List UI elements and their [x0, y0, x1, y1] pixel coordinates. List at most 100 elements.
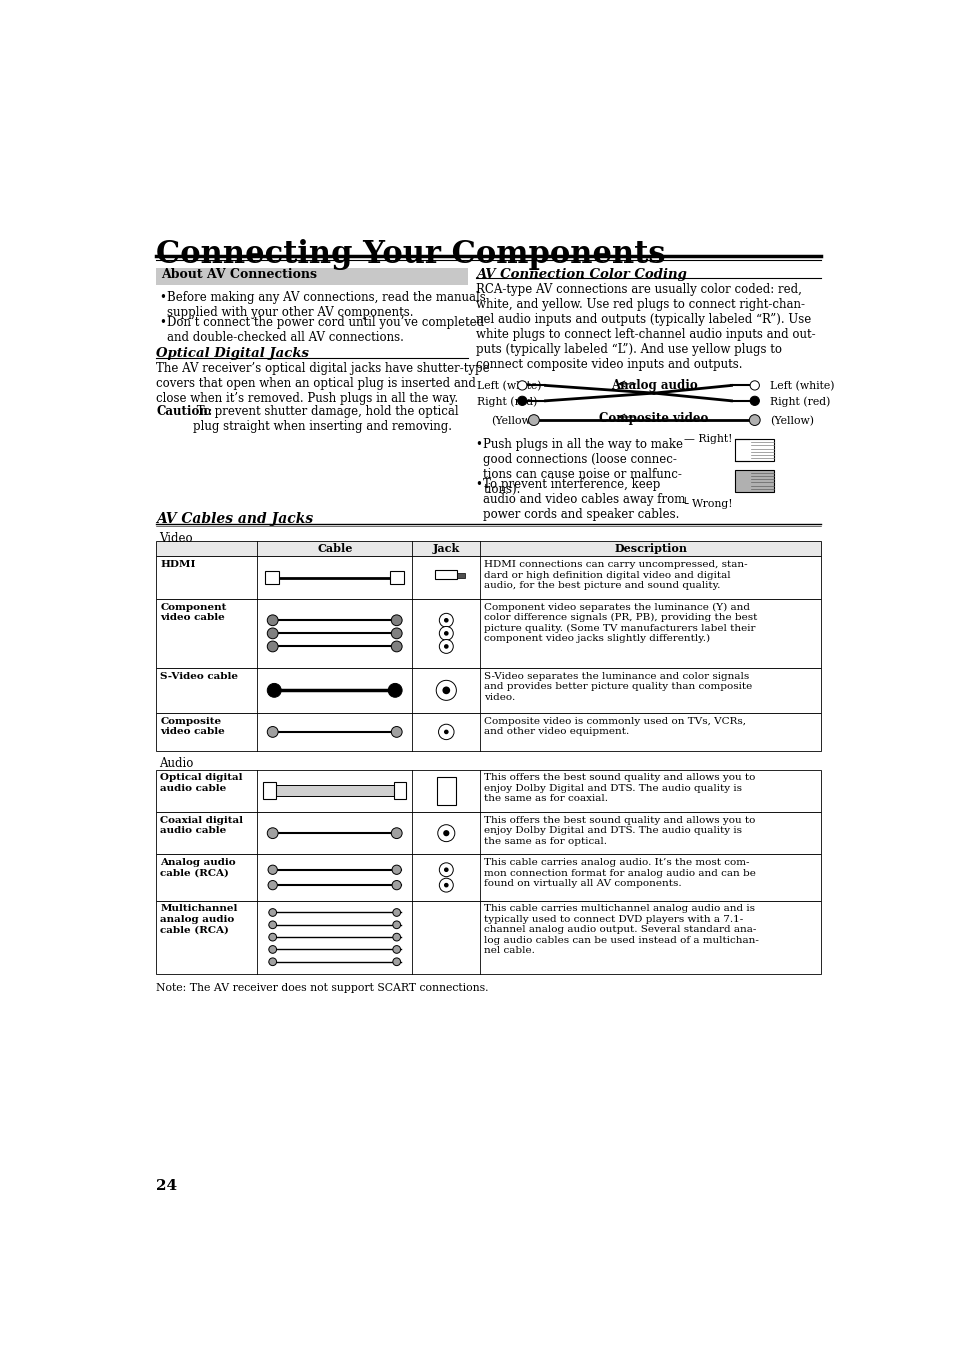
Text: Left (white): Left (white) — [769, 381, 834, 390]
Text: Push plugs in all the way to make
good connections (loose connec-
tions can caus: Push plugs in all the way to make good c… — [483, 438, 682, 496]
Text: Analog audio: Analog audio — [610, 380, 697, 392]
Text: Caution:: Caution: — [156, 405, 213, 417]
Bar — [156, 770, 821, 812]
Circle shape — [268, 865, 277, 874]
Circle shape — [443, 882, 448, 888]
Text: AV Cables and Jacks: AV Cables and Jacks — [156, 512, 314, 527]
Circle shape — [528, 415, 538, 426]
Text: Right (red): Right (red) — [769, 396, 830, 407]
Circle shape — [391, 828, 402, 839]
Text: About AV Connections: About AV Connections — [161, 269, 316, 281]
Circle shape — [392, 865, 401, 874]
Text: To prevent shutter damage, hold the optical
plug straight when inserting and rem: To prevent shutter damage, hold the opti… — [193, 405, 458, 432]
Text: AV Connection Color Coding: AV Connection Color Coding — [476, 267, 686, 281]
Bar — [436, 777, 456, 805]
Text: •: • — [159, 316, 166, 330]
Text: Cable: Cable — [316, 543, 352, 554]
Text: S-Video cable: S-Video cable — [160, 671, 238, 681]
Bar — [156, 540, 821, 557]
Bar — [263, 782, 275, 800]
Circle shape — [268, 881, 277, 890]
Circle shape — [391, 628, 402, 639]
Circle shape — [393, 958, 400, 966]
Bar — [435, 570, 456, 580]
Circle shape — [438, 724, 454, 739]
Bar — [156, 713, 821, 751]
Circle shape — [749, 381, 759, 390]
Text: HDMI: HDMI — [160, 561, 195, 569]
Circle shape — [748, 415, 760, 426]
Circle shape — [749, 396, 759, 405]
Bar — [735, 470, 773, 492]
Bar — [390, 570, 404, 585]
Circle shape — [439, 863, 453, 877]
Circle shape — [437, 824, 455, 842]
Text: 24: 24 — [156, 1178, 177, 1193]
Circle shape — [517, 396, 526, 405]
Circle shape — [269, 934, 276, 942]
Circle shape — [439, 613, 453, 627]
Circle shape — [391, 642, 402, 651]
Circle shape — [443, 644, 448, 648]
Text: Optical digital
audio cable: Optical digital audio cable — [160, 774, 243, 793]
Bar — [156, 598, 821, 667]
Text: To prevent interference, keep
audio and video cables away from
power cords and s: To prevent interference, keep audio and … — [483, 478, 685, 521]
Text: HDMI connections can carry uncompressed, stan-
dard or high definition digital v: HDMI connections can carry uncompressed,… — [484, 561, 747, 590]
Text: Multichannel
analog audio
cable (RCA): Multichannel analog audio cable (RCA) — [160, 904, 237, 934]
Bar — [735, 439, 773, 461]
Circle shape — [267, 828, 278, 839]
Circle shape — [393, 921, 400, 928]
Text: Connecting Your Components: Connecting Your Components — [156, 239, 665, 270]
Text: Left (white): Left (white) — [476, 381, 541, 390]
Text: Optical Digital Jacks: Optical Digital Jacks — [156, 347, 309, 359]
Text: •: • — [476, 438, 482, 451]
Text: •: • — [476, 478, 482, 490]
Bar — [156, 557, 821, 598]
Text: Jack: Jack — [433, 543, 459, 554]
Text: └ Wrong!: └ Wrong! — [681, 497, 732, 509]
Circle shape — [388, 684, 402, 697]
Text: (Yellow): (Yellow) — [769, 416, 814, 426]
Circle shape — [393, 909, 400, 916]
Circle shape — [391, 615, 402, 626]
Text: (Yellow): (Yellow) — [491, 416, 535, 426]
Circle shape — [267, 727, 278, 738]
Text: Description: Description — [614, 543, 687, 554]
Circle shape — [267, 615, 278, 626]
Circle shape — [443, 867, 448, 871]
Text: Right (red): Right (red) — [476, 396, 537, 407]
Circle shape — [443, 830, 449, 836]
Text: Component
video cable: Component video cable — [160, 603, 227, 621]
Circle shape — [443, 631, 448, 636]
Bar — [156, 267, 468, 285]
Bar — [156, 854, 821, 901]
Text: RCA-type AV connections are usually color coded: red,
white, and yellow. Use red: RCA-type AV connections are usually colo… — [476, 282, 815, 372]
Text: Component video separates the luminance (Y) and
color difference signals (PR, PB: Component video separates the luminance … — [484, 603, 757, 643]
Circle shape — [393, 934, 400, 942]
Text: The AV receiver’s optical digital jacks have shutter-type
covers that open when : The AV receiver’s optical digital jacks … — [156, 362, 490, 405]
Bar — [266, 785, 402, 796]
Circle shape — [443, 730, 448, 734]
Text: Video: Video — [159, 532, 193, 544]
Circle shape — [269, 921, 276, 928]
Bar — [456, 573, 464, 577]
Bar — [394, 782, 406, 800]
Circle shape — [439, 639, 453, 654]
Circle shape — [269, 909, 276, 916]
Circle shape — [439, 878, 453, 892]
Circle shape — [393, 946, 400, 954]
Circle shape — [269, 946, 276, 954]
Circle shape — [392, 881, 401, 890]
Text: Audio: Audio — [159, 758, 193, 770]
Text: Don’t connect the power cord until you’ve completed
and double-checked all AV co: Don’t connect the power cord until you’v… — [167, 316, 484, 345]
Text: Composite video: Composite video — [598, 412, 708, 426]
Text: This offers the best sound quality and allows you to
enjoy Dolby Digital and DTS: This offers the best sound quality and a… — [484, 774, 755, 804]
Circle shape — [267, 684, 281, 697]
Bar — [265, 570, 278, 585]
Circle shape — [439, 627, 453, 640]
Bar — [156, 667, 821, 713]
Bar — [156, 812, 821, 854]
Circle shape — [517, 381, 526, 390]
Text: Note: The AV receiver does not support SCART connections.: Note: The AV receiver does not support S… — [156, 984, 489, 993]
Circle shape — [391, 727, 402, 738]
